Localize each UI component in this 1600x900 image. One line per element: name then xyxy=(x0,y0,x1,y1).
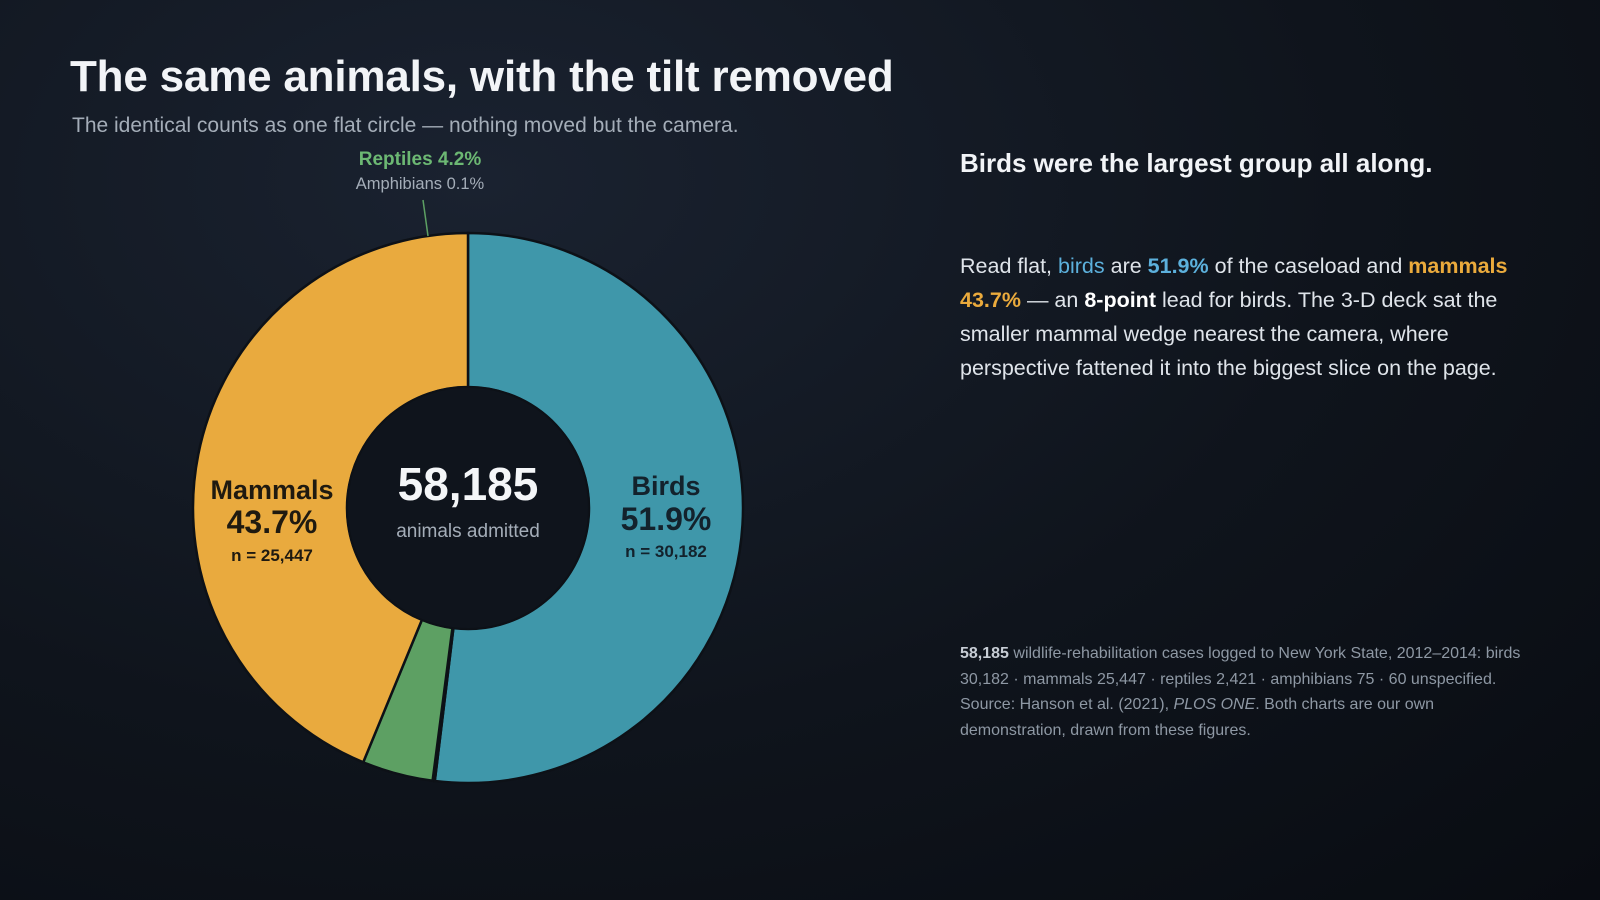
birds-label-name: Birds xyxy=(631,471,700,501)
data-notes: 58,185 wildlife-rehabilitation cases log… xyxy=(960,641,1525,743)
mammals-label-pct: 43.7% xyxy=(227,504,318,540)
body-text-1: Read flat, xyxy=(960,254,1053,278)
body-text-3: of the caseload and xyxy=(1214,254,1403,278)
mammals-label-name: Mammals xyxy=(210,475,333,505)
amphibians-callout: Amphibians 0.1% xyxy=(356,175,485,193)
notes-total: 58,185 xyxy=(960,645,1009,662)
birds-label-n: n = 30,182 xyxy=(625,542,707,561)
birds-word: birds xyxy=(1058,254,1105,278)
donut-hole xyxy=(346,386,590,630)
source-prefix: Source: Hanson et al. (2021), xyxy=(960,696,1170,713)
source-suffix: . Both charts are our own demonstration,… xyxy=(960,696,1435,739)
reptiles-callout: Reptiles 4.2% xyxy=(359,149,482,170)
chart-subtitle: The identical counts as one flat circle … xyxy=(72,114,739,137)
donut-chart: 58,185 animals admitted Birds 51.9% n = … xyxy=(191,149,745,785)
center-total: 58,185 xyxy=(398,458,539,510)
source-journal: PLOS ONE xyxy=(1173,696,1256,713)
reptiles-leader-line xyxy=(422,199,429,237)
panel-body: Read flat, birds are 51.9% of the caselo… xyxy=(960,249,1530,385)
birds-label-pct: 51.9% xyxy=(621,501,712,537)
body-text-2: are xyxy=(1110,254,1142,278)
birds-pct: 51.9% xyxy=(1147,254,1209,278)
mammals-label-n: n = 25,447 xyxy=(231,546,313,565)
notes-line1: wildlife-rehabilitation cases logged to … xyxy=(960,645,1521,688)
body-text-4: — an xyxy=(1026,288,1079,312)
body-text-5: lead for birds. The 3-D deck sat the sma… xyxy=(960,288,1498,380)
center-label: animals admitted xyxy=(396,521,540,542)
mammals-pct: mammals 43.7% xyxy=(960,254,1508,312)
lead-points: 8-point xyxy=(1084,288,1156,312)
panel-headline: Birds were the largest group all along. xyxy=(960,148,1433,178)
chart-title: The same animals, with the tilt removed xyxy=(70,52,894,101)
